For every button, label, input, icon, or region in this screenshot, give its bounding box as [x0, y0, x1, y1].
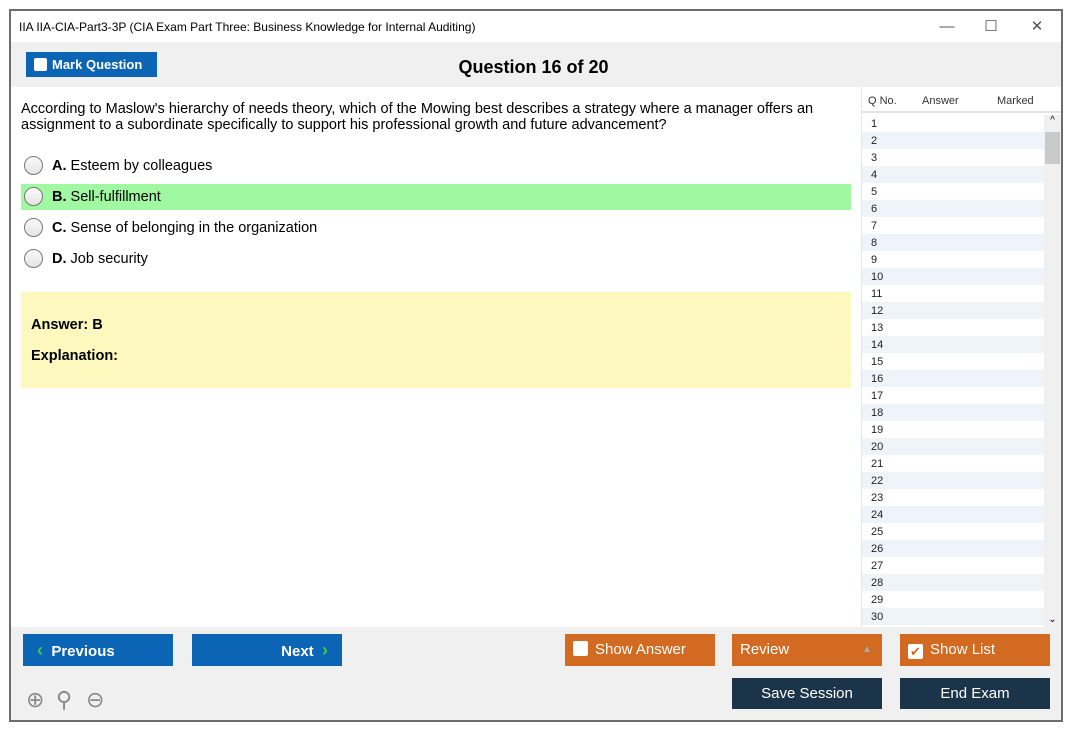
show-answer-label: Show Answer	[595, 641, 686, 658]
header-qno[interactable]: Q No.	[868, 95, 897, 107]
list-row[interactable]: 8	[862, 234, 1044, 251]
checkbox-icon[interactable]	[573, 641, 588, 656]
option-text: Job security	[70, 251, 148, 267]
answer-label: Answer: B	[31, 317, 103, 333]
header-answer[interactable]: Answer	[922, 95, 959, 107]
app-window: IIA IIA-CIA-Part3-3P (CIA Exam Part Thre…	[9, 9, 1063, 722]
chevron-right-icon: ›	[322, 640, 328, 660]
review-label: Review	[740, 641, 790, 658]
list-row[interactable]: 28	[862, 574, 1044, 591]
next-label: Next	[281, 643, 314, 660]
list-row[interactable]: 18	[862, 404, 1044, 421]
radio-button[interactable]	[24, 249, 43, 268]
list-row[interactable]: 23	[871, 492, 884, 504]
header-marked[interactable]: Marked	[997, 95, 1034, 107]
option-letter: A.	[52, 158, 67, 174]
list-row[interactable]: 10	[862, 268, 1044, 285]
list-row[interactable]: 20	[862, 438, 1044, 455]
list-row[interactable]: 21	[871, 458, 884, 470]
list-row[interactable]: 11	[871, 288, 883, 300]
option-letter: B.	[52, 189, 67, 205]
radio-button[interactable]	[24, 156, 43, 175]
show-list-button[interactable]: ✔ Show List	[900, 634, 1050, 666]
question-panel: According to Maslow's hierarchy of needs…	[11, 87, 861, 627]
list-row[interactable]: 19	[871, 424, 884, 436]
list-row[interactable]: 5	[871, 186, 878, 198]
zoom-out-icon[interactable]: ⊖	[86, 687, 105, 712]
option-letter: C.	[52, 220, 67, 236]
radio-button[interactable]	[24, 187, 43, 206]
list-row[interactable]: 15	[871, 356, 884, 368]
option-letter: D.	[52, 251, 67, 267]
answer-box: Answer: B Explanation:	[21, 292, 851, 388]
list-row[interactable]: 17	[871, 390, 884, 402]
next-button[interactable]: Next ›	[192, 634, 342, 666]
window-title: IIA IIA-CIA-Part3-3P (CIA Exam Part Thre…	[19, 20, 476, 34]
option-text: Sense of belonging in the organization	[70, 220, 318, 236]
toolbar: Mark Question Question 16 of 20	[11, 42, 1061, 87]
scrollbar[interactable]: ^ ⌄	[1044, 115, 1061, 627]
list-header: Q No. Answer Marked	[862, 87, 1061, 113]
scrollbar-thumb[interactable]	[1045, 132, 1060, 164]
list-row[interactable]: 29	[871, 594, 884, 606]
question-list: Q No. Answer Marked 1 2 3 4 5 6 7 8 9 10 11 12 13 14 1…	[861, 87, 1061, 627]
triangle-up-icon: ▲	[862, 644, 872, 655]
list-row[interactable]: 27	[871, 560, 884, 572]
review-dropdown[interactable]: Review ▲	[732, 634, 882, 666]
list-row[interactable]: 6	[862, 200, 1044, 217]
list-row[interactable]: 3	[871, 152, 878, 164]
save-session-button[interactable]: Save Session	[732, 678, 882, 709]
close-button[interactable]: ✕	[1030, 18, 1044, 35]
list-row[interactable]: 22	[862, 472, 1044, 489]
explanation-label: Explanation:	[31, 348, 119, 364]
bottom-bar: ‹ Previous Next › Show Answer Review ▲ ✔ S…	[11, 627, 1061, 720]
list-row[interactable]: 30	[862, 608, 1044, 625]
list-row[interactable]: 16	[862, 370, 1044, 387]
maximize-button[interactable]: ☐	[984, 18, 998, 35]
scroll-up-icon[interactable]: ^	[1050, 115, 1055, 126]
checkbox-checked-icon[interactable]: ✔	[908, 644, 923, 659]
list-row[interactable]: 26	[862, 540, 1044, 557]
radio-button[interactable]	[24, 218, 43, 237]
list-row[interactable]: 12	[862, 302, 1044, 319]
option-b[interactable]: B. Sell-fulfillment	[21, 184, 851, 210]
question-counter: Question 16 of 20	[458, 57, 609, 77]
checkbox-icon[interactable]	[34, 58, 47, 71]
show-answer-button[interactable]: Show Answer	[565, 634, 715, 666]
option-text: Sell-fulfillment	[70, 189, 161, 205]
minimize-button[interactable]: —	[939, 18, 955, 35]
mark-question-label: Mark Question	[52, 57, 143, 72]
previous-label: Previous	[51, 643, 115, 660]
option-text: Esteem by colleagues	[70, 158, 213, 174]
option-d[interactable]: D. Job security	[21, 246, 851, 272]
list-row[interactable]: 9	[871, 254, 878, 266]
previous-button[interactable]: ‹ Previous	[23, 634, 173, 666]
list-row[interactable]: 2	[862, 132, 1044, 149]
option-c[interactable]: C. Sense of belonging in the organizatio…	[21, 215, 851, 241]
list-row[interactable]: 4	[862, 166, 1044, 183]
list-row[interactable]: 7	[871, 220, 878, 232]
show-list-label: Show List	[930, 641, 996, 658]
list-row[interactable]: 25	[871, 526, 884, 538]
chevron-left-icon: ‹	[37, 640, 43, 660]
list-row[interactable]: 13	[871, 322, 884, 334]
end-exam-button[interactable]: End Exam	[900, 678, 1050, 709]
option-a[interactable]: A. Esteem by colleagues	[21, 153, 851, 179]
zoom-in-icon[interactable]: ⊕	[26, 687, 45, 712]
zoom-reset-icon[interactable]: ⚲	[56, 687, 73, 712]
list-row[interactable]: 24	[862, 506, 1044, 523]
scroll-down-icon[interactable]: ⌄	[1048, 614, 1057, 625]
title-bar: IIA IIA-CIA-Part3-3P (CIA Exam Part Thre…	[11, 11, 1061, 42]
mark-question-button[interactable]: Mark Question	[26, 52, 157, 77]
list-row[interactable]: 1	[871, 118, 878, 130]
question-text: According to Maslow's hierarchy of needs…	[21, 101, 814, 133]
list-row[interactable]: 14	[862, 336, 1044, 353]
